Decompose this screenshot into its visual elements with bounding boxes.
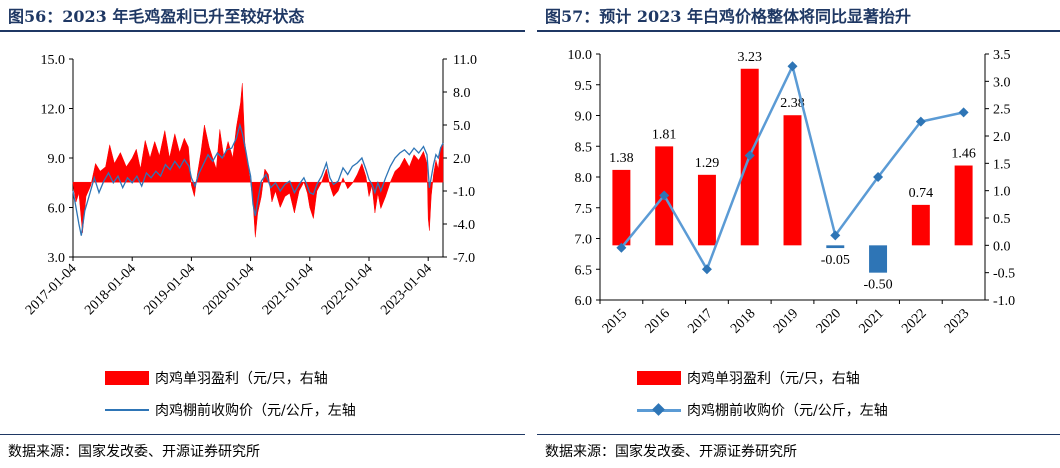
price-point-marker [958, 107, 969, 118]
profit-bar [911, 204, 930, 246]
x-tick-label: 2018-01-04 [82, 261, 139, 318]
left-y-tick-label: 7.5 [575, 202, 593, 217]
price-point-marker [873, 172, 884, 182]
right-y-tick-label: -4.0 [453, 218, 475, 233]
right-y-tick-label: 11.0 [453, 53, 477, 68]
legend-price-marker [652, 403, 665, 416]
left-title-rule [0, 30, 525, 32]
left-y-tick-label: 8.5 [575, 140, 593, 155]
left-y-tick-label: 12.0 [41, 103, 66, 118]
right-source-rule [537, 434, 1060, 435]
price-line-series [72, 122, 444, 236]
left-figure-panel: 图56：2023 年毛鸡盈利已升至较好状态 3.0 6.0 9.0 12.0 15.0 -… [0, 0, 525, 468]
left-source-note: 数据来源：国家发改委、开源证券研究所 [8, 444, 260, 460]
profit-bar [783, 115, 802, 246]
right-legend: 肉鸡单羽盈利（元/只，右轴 肉鸡棚前收购价（元/公斤，左轴 [637, 368, 1037, 428]
x-tick-label: 2023-01-04 [378, 261, 435, 318]
x-tick-label: 2022 [899, 306, 929, 336]
right-y-tick-label: 5.0 [453, 119, 471, 134]
profit-bar-label: 0.74 [909, 186, 934, 201]
left-y-tick-label: 7.0 [575, 233, 593, 248]
legend-profit-label: 肉鸡单羽盈利（元/只，右轴 [687, 371, 860, 387]
x-tick-label: 2021-01-04 [260, 261, 317, 318]
legend-profit-label: 肉鸡单羽盈利（元/只，右轴 [155, 371, 328, 387]
right-y-tick-label: -7.0 [453, 251, 475, 266]
right-y-tick-label: 8.0 [453, 86, 471, 101]
profit-area-series [72, 83, 444, 238]
profit-bar-label: 1.38 [609, 151, 634, 166]
profit-bar [697, 174, 716, 246]
legend-price-label: 肉鸡棚前收购价（元/公斤，左轴 [155, 403, 356, 419]
right-y-tick-label: 3.5 [993, 48, 1011, 63]
left-y-tick-label: 8.0 [575, 171, 593, 186]
x-tick-label: 2020-01-04 [201, 261, 258, 318]
right-y-tick-label: 2.0 [453, 152, 471, 167]
legend-profit-swatch [637, 371, 681, 385]
x-tick-label: 2017 [685, 306, 715, 336]
x-tick-label: 2018 [728, 306, 758, 336]
price-point-marker [787, 61, 798, 72]
right-y-tick-label: 2.5 [993, 103, 1011, 118]
price-point-marker [915, 116, 926, 127]
left-y-tick-label: 6.0 [575, 294, 593, 309]
profit-bar [612, 169, 631, 246]
profit-bar [954, 165, 973, 246]
right-y-tick-label: 0.0 [993, 239, 1011, 254]
left-y-tick-label: 9.0 [575, 110, 593, 125]
right-y-tick-label: -1.0 [993, 294, 1015, 309]
right-y-tick-label: -0.5 [993, 267, 1015, 282]
x-tick-label: 2019 [771, 306, 801, 336]
profit-bar-label: 2.38 [780, 96, 805, 111]
price-point-marker [616, 242, 627, 253]
x-tick-label: 2022-01-04 [319, 261, 376, 318]
left-y-tick-label: 9.0 [48, 152, 66, 167]
x-tick-label: 2020 [814, 306, 844, 336]
left-source-rule [0, 434, 525, 435]
right-title-rule [537, 30, 1060, 32]
right-y-tick-label: 0.5 [993, 212, 1011, 227]
left-y-tick-label: 15.0 [41, 53, 66, 68]
profit-bar [826, 245, 845, 249]
profit-price-timeseries-chart: 3.0 6.0 9.0 12.0 15.0 -7.0 -4.0 -1.0 2.0 5.0 8.0 11… [23, 53, 477, 318]
profit-bar-label: -0.05 [821, 253, 850, 268]
x-tick-label: 2021 [856, 306, 886, 336]
x-tick-label: 2017-01-04 [23, 261, 80, 318]
legend-profit-swatch [105, 371, 149, 385]
left-y-tick-label: 6.0 [48, 202, 66, 217]
profit-bar-label: -0.50 [863, 278, 892, 293]
left-figure-title: 图56：2023 年毛鸡盈利已升至较好状态 [8, 7, 305, 26]
price-point-marker [830, 230, 841, 241]
left-y-tick-label: 3.0 [48, 251, 66, 266]
right-figure-panel: 图57：预计 2023 年白鸡价格整体将同比显著抬升 6.0 6.5 7.0 7.5 8… [537, 0, 1060, 468]
right-figure-title: 图57：预计 2023 年白鸡价格整体将同比显著抬升 [545, 7, 911, 26]
profit-bar-label: 1.81 [652, 127, 677, 142]
legend-price-label: 肉鸡棚前收购价（元/公斤，左轴 [687, 403, 888, 419]
left-y-tick-label: 6.5 [575, 263, 593, 278]
legend-price-swatch [105, 409, 149, 411]
left-legend: 肉鸡单羽盈利（元/只，右轴 肉鸡棚前收购价（元/公斤，左轴 [105, 368, 505, 428]
right-y-tick-label: 1.0 [993, 185, 1011, 200]
profit-bar-label: 1.46 [951, 147, 976, 162]
price-point-marker [659, 190, 670, 201]
right-y-tick-label: 1.5 [993, 157, 1011, 172]
right-source-note: 数据来源：国家发改委、开源证券研究所 [545, 444, 797, 460]
x-tick-label: 2015 [600, 306, 630, 336]
profit-bar [869, 245, 888, 273]
profit-bar-label: 3.23 [737, 50, 762, 65]
right-y-tick-label: 2.0 [993, 130, 1011, 145]
x-tick-label: 2023 [942, 306, 972, 336]
left-y-tick-label: 10.0 [568, 48, 593, 63]
left-y-tick-label: 9.5 [575, 79, 593, 94]
x-tick-label: 2019-01-04 [141, 261, 198, 318]
price-point-marker [744, 150, 755, 161]
annual-profit-price-chart: 6.0 6.5 7.0 7.5 8.0 8.5 9.0 9.5 10.0 -1.0 -0.5 0.0 0… [568, 48, 1016, 337]
right-y-tick-label: -1.0 [453, 185, 475, 200]
price-point-marker [701, 264, 712, 275]
x-tick-label: 2016 [643, 306, 673, 336]
right-y-tick-label: 3.0 [993, 75, 1011, 90]
profit-bar-label: 1.29 [695, 156, 720, 171]
